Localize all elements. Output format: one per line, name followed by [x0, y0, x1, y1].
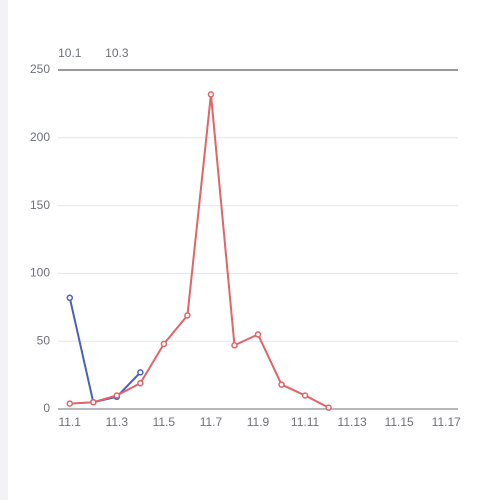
y-tick-label: 250: [30, 62, 50, 76]
x-tick-label: 11.3: [106, 415, 129, 429]
point: [184, 312, 191, 319]
y-tick-label: 200: [30, 130, 50, 144]
x-tick-label: 11.5: [153, 415, 176, 429]
x-tick-label: 11.13: [338, 415, 367, 429]
point: [278, 381, 285, 388]
x-tick-label: 11.17: [432, 415, 461, 429]
point: [137, 369, 144, 376]
point: [113, 392, 121, 399]
y-tick-label: 50: [37, 333, 51, 347]
y-tick-label: 150: [30, 198, 50, 212]
x2-tick-label: 10.1: [58, 46, 82, 60]
x-tick-label: 11.11: [291, 415, 320, 429]
line: [69, 94, 330, 409]
x-tick-label: 11.15: [385, 415, 414, 429]
point: [66, 294, 74, 302]
point: [207, 91, 215, 98]
side-strip: [0, 0, 8, 500]
point: [325, 404, 332, 411]
x-tick-label: 11.1: [59, 415, 82, 429]
line: [68, 297, 142, 404]
point: [231, 342, 238, 349]
x-tick-label: 11.7: [200, 415, 223, 429]
point: [90, 398, 97, 406]
point: [137, 379, 144, 387]
point: [301, 392, 309, 399]
x2-tick-label: 10.3: [105, 46, 129, 60]
point: [254, 331, 262, 338]
x-tick-label: 11.9: [247, 415, 270, 429]
y-tick-label: 100: [30, 266, 50, 280]
point: [160, 340, 168, 348]
point: [66, 400, 74, 407]
y-tick-label: 0: [43, 401, 50, 415]
